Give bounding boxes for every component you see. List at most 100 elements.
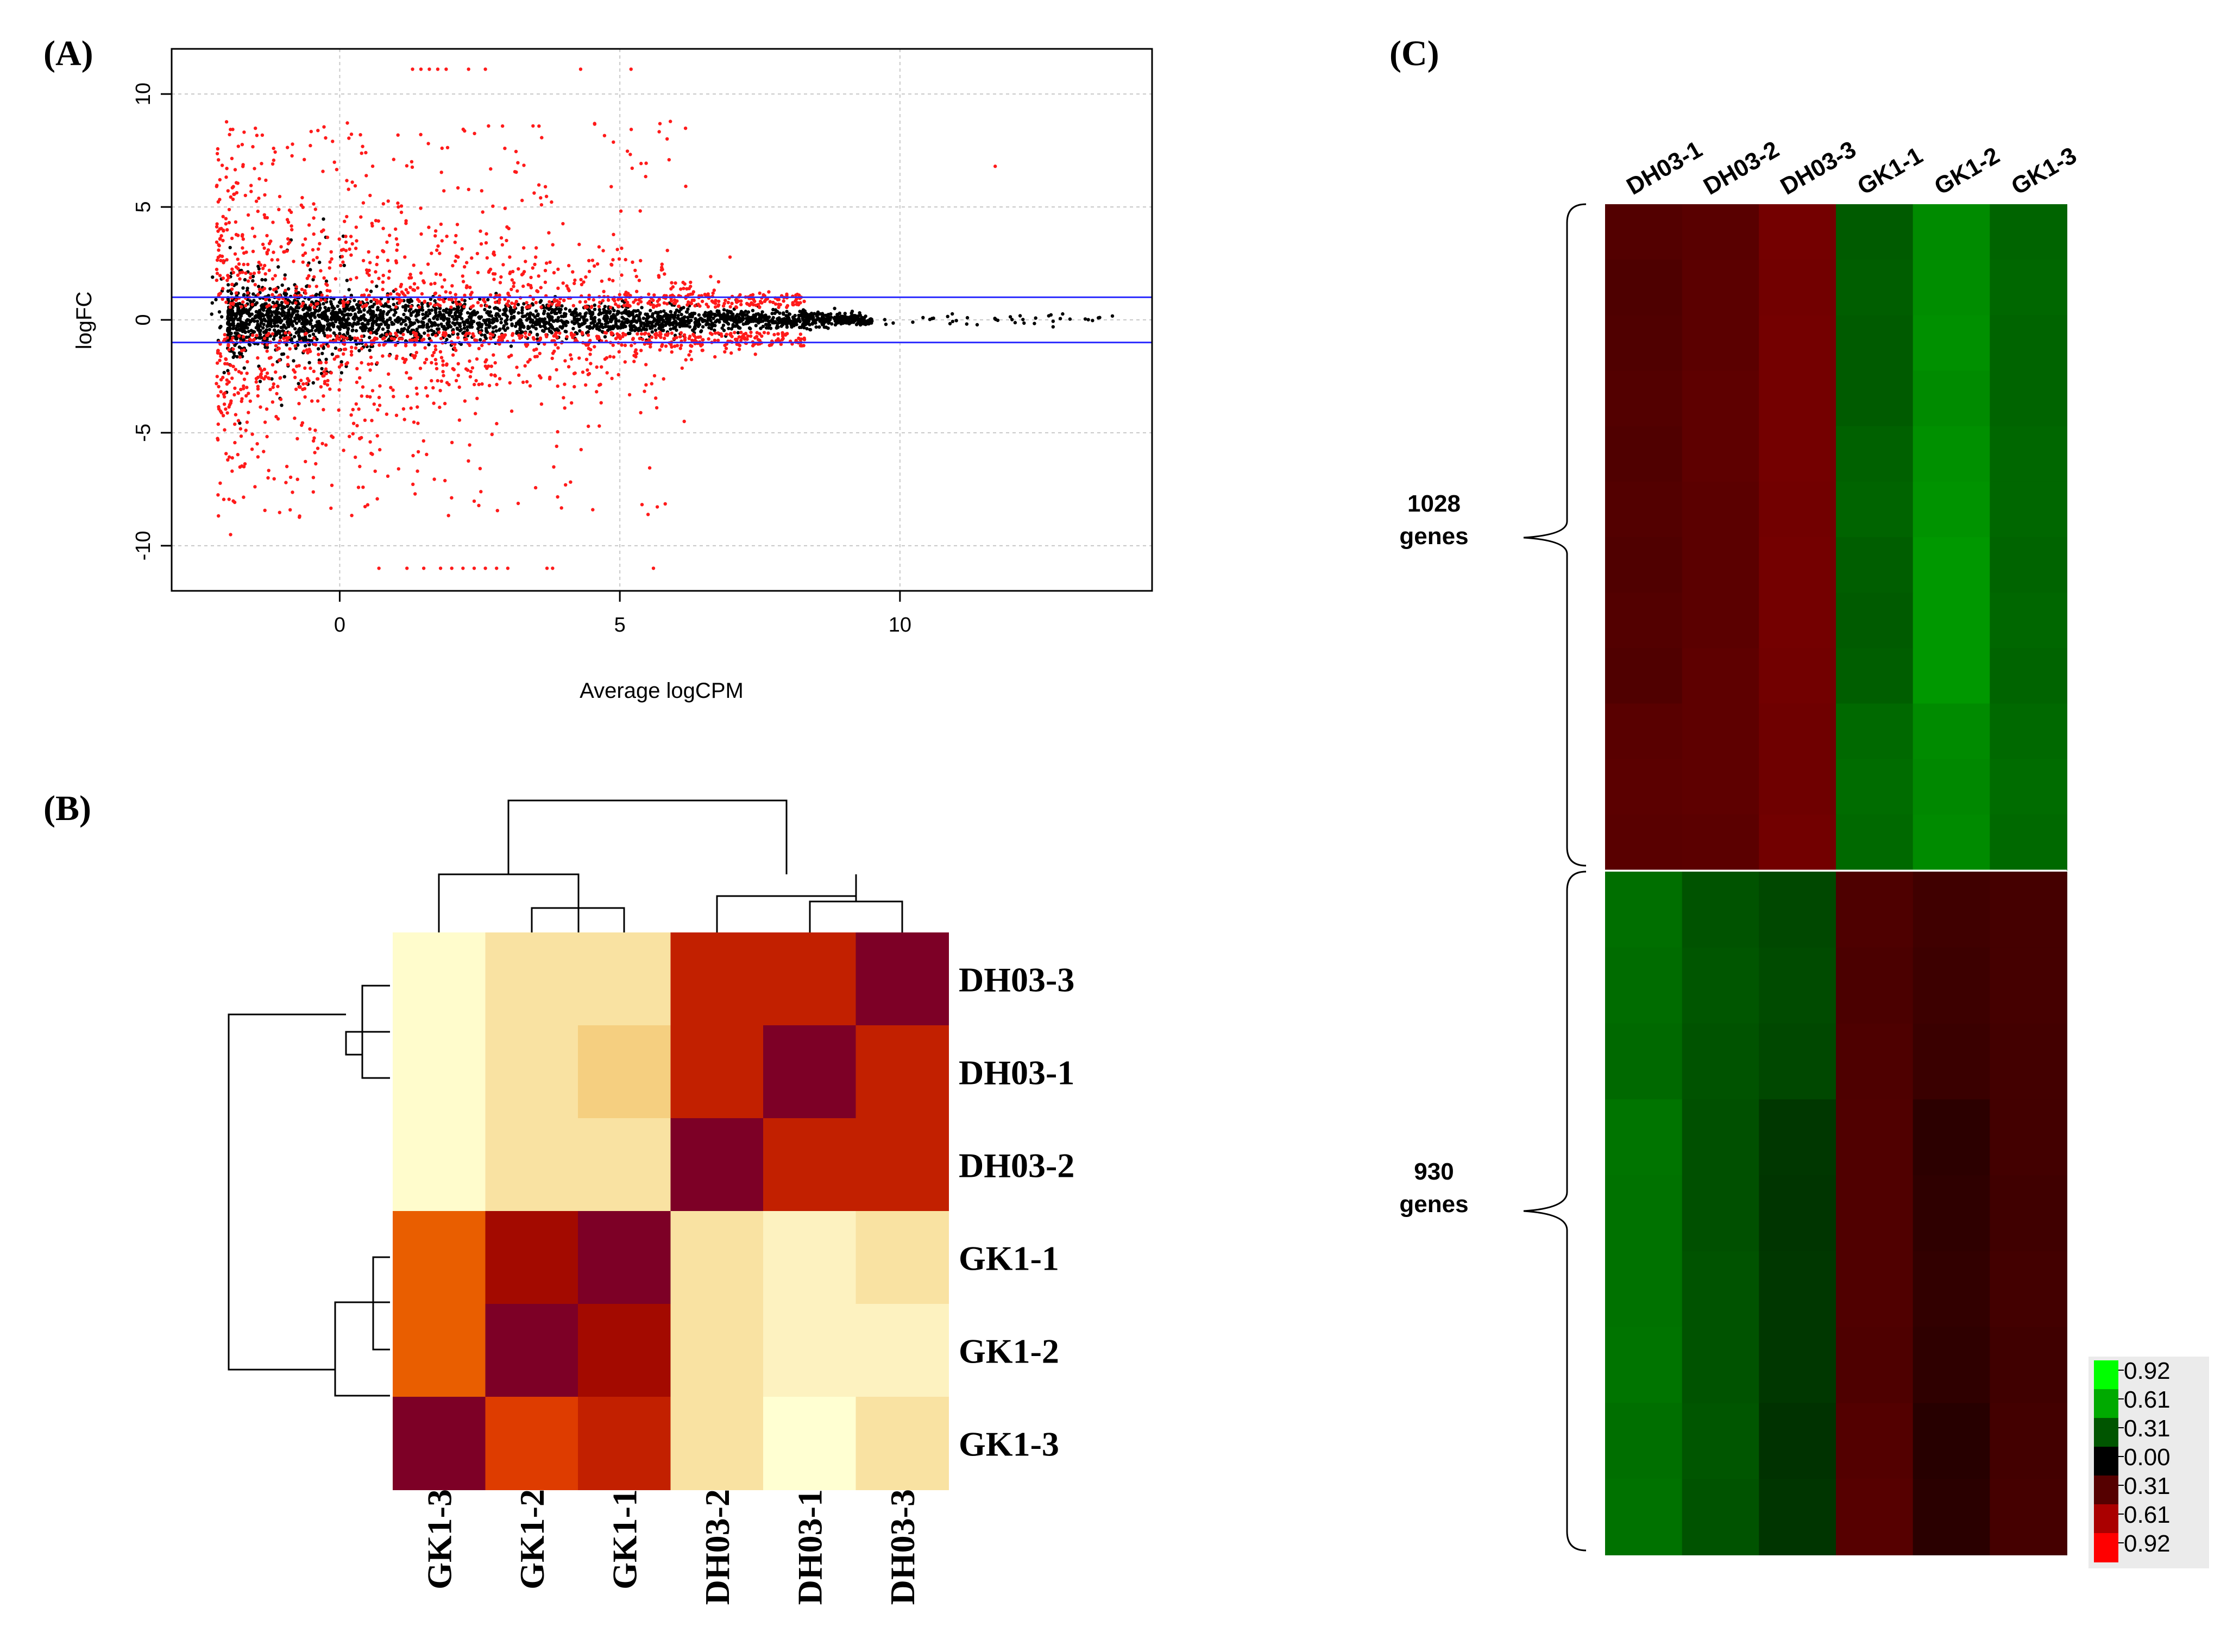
data-point bbox=[360, 394, 363, 398]
data-point bbox=[625, 149, 630, 153]
data-point bbox=[357, 407, 361, 411]
data-point bbox=[691, 290, 696, 294]
data-point bbox=[256, 313, 260, 317]
data-point bbox=[223, 337, 227, 341]
data-point bbox=[479, 331, 482, 335]
data-point bbox=[336, 304, 339, 308]
data-point bbox=[217, 244, 221, 248]
data-point bbox=[802, 312, 807, 316]
data-point bbox=[264, 178, 268, 182]
data-point bbox=[426, 304, 430, 308]
data-point bbox=[556, 495, 559, 499]
data-point bbox=[225, 378, 229, 382]
data-point bbox=[286, 311, 290, 315]
data-point bbox=[423, 331, 426, 335]
expression-cell bbox=[1836, 1251, 1914, 1328]
data-point bbox=[660, 344, 664, 348]
data-point bbox=[368, 440, 372, 444]
data-point bbox=[442, 308, 446, 313]
data-point bbox=[386, 318, 389, 322]
data-point bbox=[683, 282, 687, 286]
correlation-cell bbox=[485, 1397, 578, 1490]
data-point bbox=[240, 371, 243, 375]
data-point bbox=[509, 287, 513, 292]
data-point bbox=[638, 209, 642, 213]
data-point bbox=[721, 323, 726, 327]
data-point bbox=[414, 386, 418, 390]
data-point bbox=[229, 301, 232, 306]
data-point bbox=[643, 389, 646, 393]
data-point bbox=[444, 67, 448, 71]
data-point bbox=[367, 293, 371, 298]
data-point bbox=[654, 311, 658, 314]
row-label: DH03-1 bbox=[959, 1054, 1074, 1092]
data-point bbox=[277, 358, 281, 362]
expression-cell bbox=[1682, 648, 1760, 704]
data-point bbox=[380, 333, 384, 337]
data-point bbox=[342, 263, 346, 267]
data-point bbox=[572, 311, 576, 315]
x-tick-label: 10 bbox=[889, 614, 911, 636]
data-point bbox=[738, 343, 742, 348]
data-point bbox=[852, 320, 855, 324]
data-point bbox=[442, 318, 445, 322]
expression-cell bbox=[1836, 204, 1914, 261]
data-point bbox=[288, 508, 292, 512]
expression-cell bbox=[1605, 1251, 1683, 1328]
data-point bbox=[258, 380, 262, 383]
data-point bbox=[316, 399, 320, 403]
data-point bbox=[503, 147, 507, 150]
correlation-cells bbox=[393, 932, 949, 1490]
data-point bbox=[215, 152, 219, 156]
data-point bbox=[717, 310, 721, 313]
data-point bbox=[1034, 316, 1037, 320]
expression-cell bbox=[1913, 260, 1991, 316]
data-point bbox=[332, 160, 336, 164]
data-point bbox=[408, 286, 412, 289]
expression-cell bbox=[1605, 1403, 1683, 1480]
data-point bbox=[610, 376, 614, 381]
data-point bbox=[550, 325, 555, 329]
data-point bbox=[219, 234, 223, 238]
data-point bbox=[582, 280, 586, 284]
data-point bbox=[311, 476, 316, 480]
data-point bbox=[447, 320, 451, 324]
data-point bbox=[1033, 321, 1036, 325]
data-point bbox=[657, 275, 661, 279]
data-point bbox=[318, 242, 322, 245]
data-point bbox=[739, 302, 743, 306]
data-point bbox=[711, 291, 715, 295]
data-point bbox=[593, 307, 597, 311]
expression-cell bbox=[1682, 1403, 1760, 1480]
data-point bbox=[1018, 314, 1022, 318]
data-point bbox=[708, 331, 713, 335]
data-point bbox=[590, 258, 595, 262]
data-point bbox=[331, 436, 335, 439]
data-point bbox=[631, 337, 636, 341]
data-point bbox=[224, 452, 228, 456]
expression-cell bbox=[1990, 947, 2067, 1024]
data-point bbox=[298, 293, 303, 298]
data-point bbox=[436, 302, 439, 306]
data-point bbox=[255, 301, 259, 305]
data-point bbox=[767, 316, 771, 319]
data-point bbox=[307, 361, 311, 364]
data-point bbox=[291, 490, 294, 494]
data-point bbox=[467, 331, 471, 335]
data-point bbox=[551, 351, 555, 355]
data-point bbox=[716, 303, 721, 307]
data-point bbox=[556, 384, 559, 388]
data-point bbox=[220, 254, 224, 258]
data-point bbox=[221, 414, 225, 418]
data-point bbox=[276, 258, 280, 262]
data-point bbox=[413, 354, 417, 358]
correlation-cell bbox=[485, 932, 578, 1026]
heatmap-column-labels: GK1-3 GK1-2 GK1-1 DH03-2 DH03-1 DH03-3 bbox=[420, 1489, 922, 1605]
data-point bbox=[251, 275, 255, 279]
data-point bbox=[639, 332, 644, 336]
data-point bbox=[754, 324, 758, 327]
data-point bbox=[349, 235, 353, 238]
color-scale-label: 0.61 bbox=[2124, 1502, 2171, 1528]
data-point bbox=[454, 293, 457, 297]
data-point bbox=[442, 331, 445, 335]
